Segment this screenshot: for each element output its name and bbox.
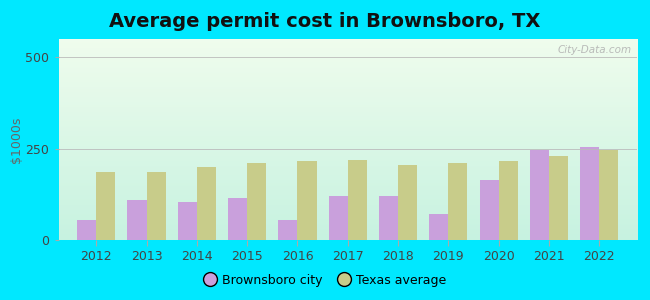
Bar bbox=[146, 172, 166, 240]
Bar bbox=[96, 172, 115, 240]
Bar bbox=[398, 165, 417, 240]
Y-axis label: $1000s: $1000s bbox=[10, 116, 23, 163]
Bar bbox=[429, 214, 448, 240]
Bar bbox=[379, 196, 398, 240]
Bar bbox=[177, 202, 197, 240]
Bar bbox=[329, 196, 348, 240]
Bar bbox=[247, 163, 266, 240]
Bar bbox=[228, 198, 247, 240]
Bar bbox=[197, 167, 216, 240]
Bar bbox=[278, 220, 298, 240]
Bar bbox=[499, 161, 518, 240]
Bar bbox=[580, 147, 599, 240]
Bar bbox=[348, 160, 367, 240]
Bar bbox=[599, 151, 618, 240]
Bar bbox=[127, 200, 146, 240]
Text: Average permit cost in Brownsboro, TX: Average permit cost in Brownsboro, TX bbox=[109, 12, 541, 31]
Bar bbox=[298, 161, 317, 240]
Legend: Brownsboro city, Texas average: Brownsboro city, Texas average bbox=[198, 269, 452, 292]
Bar bbox=[77, 220, 96, 240]
Text: City-Data.com: City-Data.com bbox=[557, 45, 631, 55]
Bar bbox=[448, 163, 467, 240]
Bar bbox=[480, 180, 499, 240]
Bar bbox=[549, 156, 568, 240]
Bar bbox=[530, 151, 549, 240]
